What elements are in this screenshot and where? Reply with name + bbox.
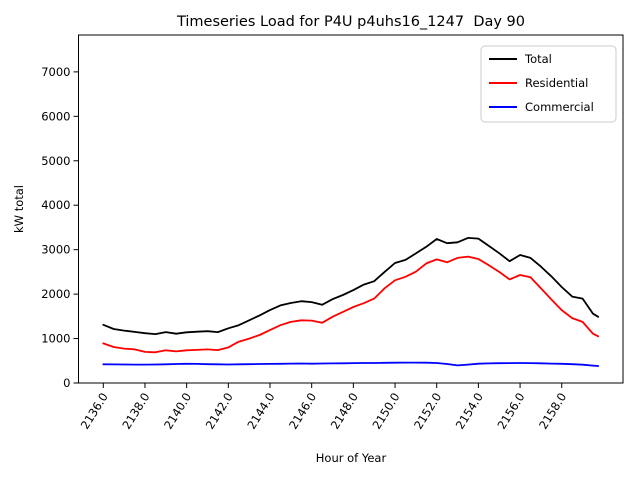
y-axis-ticks: 0 1000 2000 3000 4000 5000 6000 7000 [41,65,79,390]
y-tick-label: 0 [63,376,70,390]
x-tick-label: 2146.0 [286,390,319,432]
series-line-commercial [102,361,600,367]
y-tick-label: 2000 [41,287,70,301]
y-tick-label: 5000 [41,154,70,168]
legend-box [480,45,617,123]
y-tick-label: 4000 [41,198,70,212]
legend-label-residential: Residential [525,76,588,90]
legend-label-commercial: Commercial [525,100,594,114]
x-tick-label: 2152.0 [411,390,444,432]
x-tick-label: 2140.0 [161,390,194,432]
x-tick-label: 2142.0 [203,390,236,432]
y-tick-label: 3000 [41,243,70,257]
x-tick-label: 2138.0 [119,390,152,432]
plot-border [78,34,624,384]
x-axis-label: Hour of Year [316,451,387,465]
x-tick-label: 2144.0 [244,390,277,432]
x-axis-ticks: 2136.0 2138.0 2140.0 2142.0 2144.0 2146.0 2148… [78,383,569,432]
legend: Total Residential Commercial [480,45,617,123]
legend-label-total: Total [524,52,552,66]
y-axis-label: kW total [12,185,26,233]
chart-title: Timeseries Load for P4U p4uhs16_1247 Day… [176,14,525,30]
x-tick-label: 2154.0 [453,390,486,432]
y-tick-label: 6000 [41,109,70,123]
y-tick-label: 7000 [41,65,70,79]
series-lines [102,236,600,367]
x-tick-label: 2136.0 [78,390,111,432]
series-line-residential [102,255,600,354]
x-tick-label: 2148.0 [328,390,361,432]
y-tick-label: 1000 [41,332,70,346]
x-tick-label: 2156.0 [494,390,527,432]
x-tick-label: 2158.0 [536,390,569,432]
x-tick-label: 2150.0 [369,390,402,432]
series-line-total [102,236,600,336]
